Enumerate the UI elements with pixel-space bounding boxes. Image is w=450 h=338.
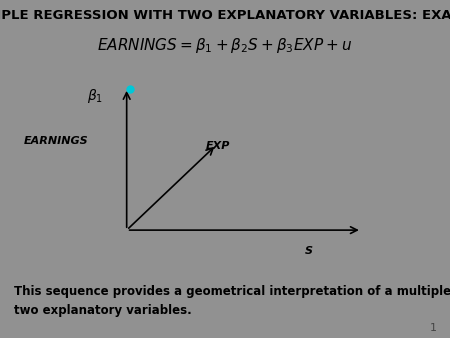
Text: $\beta_1$: $\beta_1$: [87, 87, 103, 105]
Text: two explanatory variables.: two explanatory variables.: [14, 304, 191, 317]
Text: 1: 1: [429, 322, 436, 333]
Text: EXP: EXP: [206, 141, 230, 151]
Text: This sequence provides a geometrical interpretation of a multiple regression mod: This sequence provides a geometrical int…: [14, 285, 450, 298]
Text: MULTIPLE REGRESSION WITH TWO EXPLANATORY VARIABLES: EXAMPLE: MULTIPLE REGRESSION WITH TWO EXPLANATORY…: [0, 8, 450, 22]
Text: $\mathit{EARNINGS} = \beta_1 + \beta_2\mathit{S} + \beta_3\mathit{EXP} + \mathit: $\mathit{EARNINGS} = \beta_1 + \beta_2\m…: [97, 35, 353, 55]
Text: S: S: [304, 246, 312, 256]
Text: EARNINGS: EARNINGS: [24, 136, 89, 146]
